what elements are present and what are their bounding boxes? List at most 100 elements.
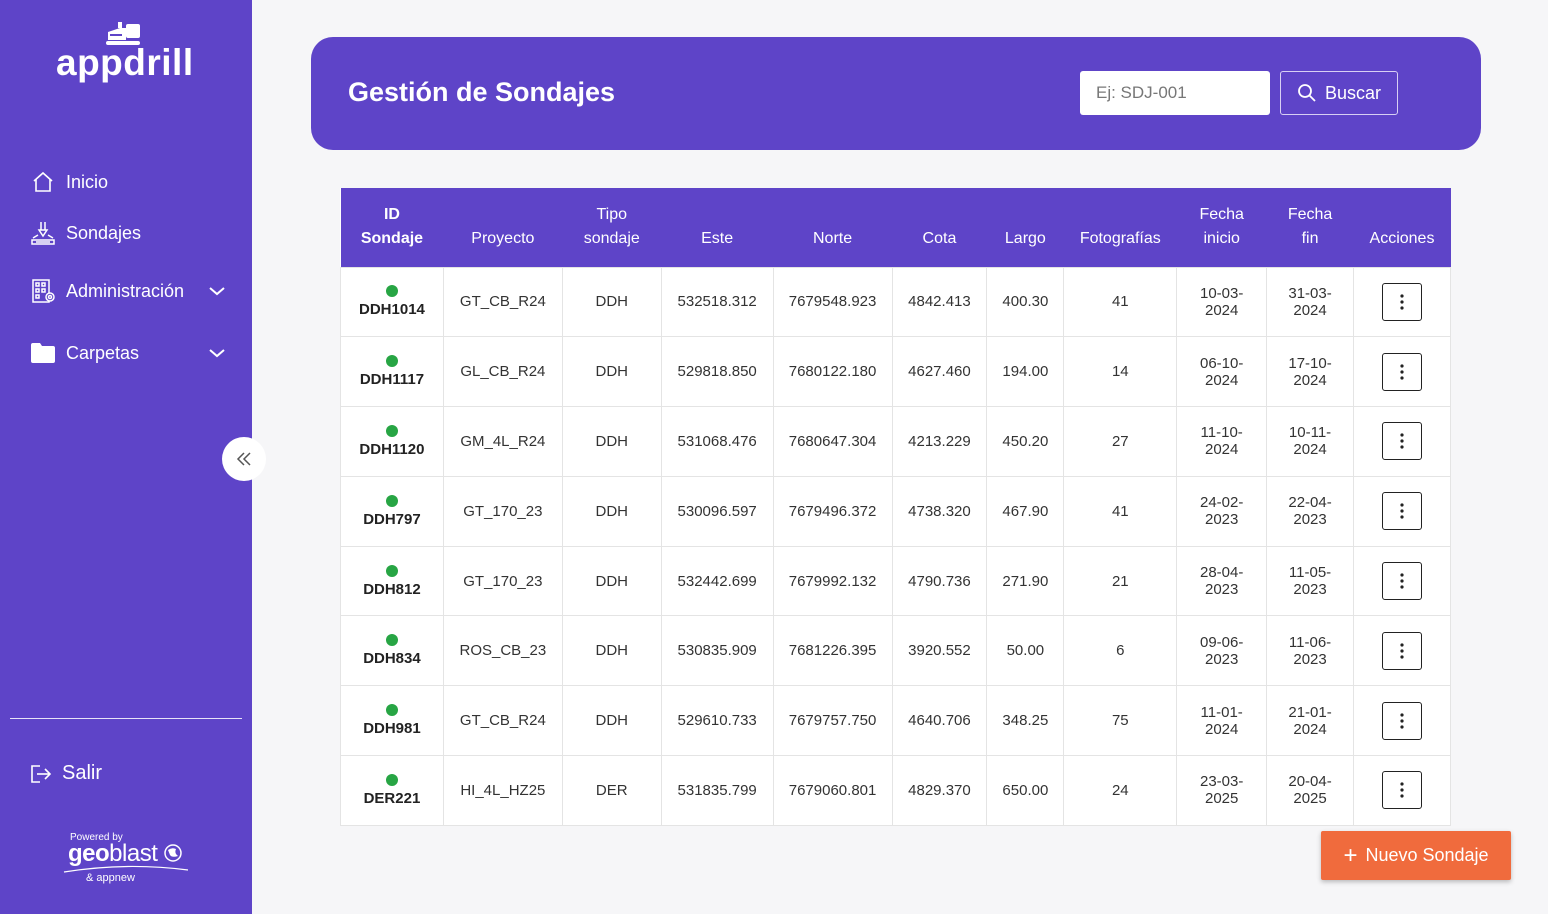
column-header-tipo: Tipo sondaje: [562, 188, 662, 267]
column-header-proyecto: Proyecto: [443, 188, 563, 267]
sidebar-item-label: Carpetas: [66, 342, 140, 363]
row-actions-button[interactable]: [1381, 701, 1422, 740]
sidebar-item-label: Administración: [66, 280, 185, 301]
cell-fecha-inicio: 28-04- 2023: [1176, 545, 1268, 617]
row-actions-button[interactable]: [1381, 352, 1422, 391]
cell-fecha-inicio: 06-10- 2024: [1176, 336, 1268, 408]
table-row[interactable]: DDH1117 GL_CB_R24 DDH 529818.850 7680122.180…: [340, 336, 1452, 408]
cell-fecha-inicio: 24-02- 2023: [1176, 475, 1268, 547]
cell-largo: 400.30: [986, 266, 1065, 338]
powered-by-text: Powered by: [70, 832, 123, 843]
cell-fecha-fin: 31-03- 2024: [1266, 266, 1354, 338]
collapse-sidebar-button[interactable]: [222, 437, 266, 481]
table-header-row: ID Sondaje Proyecto Tipo sondaje Este Nort…: [340, 188, 1451, 267]
cell-fecha-fin: 20-04- 2025: [1266, 755, 1354, 826]
table-row[interactable]: DDH981 GT_CB_R24 DDH 529610.733 7679757.750 4…: [340, 685, 1452, 757]
cell-largo: 467.90: [986, 475, 1065, 547]
status-dot: [385, 494, 398, 507]
row-actions-button[interactable]: [1381, 771, 1422, 810]
cell-tipo: DDH: [561, 545, 662, 617]
logout-button[interactable]: Salir: [30, 762, 102, 785]
column-header-este: Este: [661, 188, 774, 267]
more-vertical-icon: [1400, 782, 1404, 799]
search-button[interactable]: Buscar: [1280, 71, 1398, 115]
more-vertical-icon: [1400, 433, 1404, 450]
cell-acciones: [1352, 685, 1452, 757]
cell-proyecto: HI_4L_HZ25: [442, 755, 563, 826]
cell-proyecto: GL_CB_R24: [442, 336, 563, 408]
table-row[interactable]: DDH812 GT_170_23 DDH 532442.699 7679992.132 4…: [340, 545, 1452, 617]
more-vertical-icon: [1400, 713, 1404, 729]
cell-fotografias: 24: [1063, 755, 1178, 826]
cell-fotografias: 14: [1063, 336, 1178, 408]
cell-largo: 194.00: [986, 336, 1065, 408]
cell-proyecto: GT_CB_R24: [442, 685, 563, 757]
sidebar-divider: [10, 718, 242, 719]
cell-proyecto: ROS_CB_23: [442, 615, 563, 687]
cell-tipo: DER: [561, 755, 662, 826]
cell-largo: 650.00: [986, 755, 1065, 826]
sidebar-item-administracion[interactable]: Administración: [30, 278, 226, 304]
new-sondaje-label: Nuevo Sondaje: [1365, 845, 1489, 865]
row-actions-button[interactable]: [1381, 631, 1422, 670]
cell-id: DDH834: [340, 615, 444, 687]
column-header-fecha-inicio: Fecha inicio: [1176, 188, 1267, 267]
more-vertical-icon: [1400, 503, 1404, 519]
cell-id: DDH981: [340, 685, 444, 757]
chevron-down-icon[interactable]: [208, 285, 226, 297]
cell-este: 530096.597: [660, 475, 774, 547]
cell-tipo: DDH: [561, 266, 662, 338]
sidebar: appdrill Inicio Sondajes Administración …: [0, 0, 252, 914]
more-vertical-icon: [1400, 573, 1404, 589]
row-actions-button[interactable]: [1381, 492, 1422, 531]
cell-cota: 4738.320: [891, 475, 988, 547]
cell-este: 530835.909: [660, 615, 774, 687]
cell-largo: 50.00: [986, 615, 1065, 687]
cell-norte: 7679548.923: [772, 266, 893, 338]
cell-largo: 348.25: [986, 685, 1065, 757]
cell-cota: 3920.552: [891, 615, 988, 687]
sidebar-item-inicio[interactable]: Inicio: [30, 169, 226, 195]
cell-acciones: [1352, 336, 1452, 408]
row-actions-button[interactable]: [1381, 422, 1422, 461]
new-sondaje-button[interactable]: + Nuevo Sondaje: [1321, 831, 1511, 880]
row-actions-button[interactable]: [1381, 562, 1422, 601]
app-logo[interactable]: appdrill: [52, 22, 202, 92]
status-dot: [385, 285, 398, 298]
cell-este: 531068.476: [660, 406, 774, 477]
cell-id: DDH1120: [340, 406, 444, 477]
table-row[interactable]: DDH834 ROS_CB_23 DDH 530835.909 7681226.395 3…: [340, 615, 1452, 687]
swoosh-icon: [63, 865, 189, 873]
more-vertical-icon: [1400, 364, 1404, 380]
status-dot: [385, 773, 398, 786]
cell-fecha-inicio: 11-01- 2024: [1176, 685, 1268, 757]
chevron-down-icon[interactable]: [208, 347, 226, 359]
table-row[interactable]: DDH797 GT_170_23 DDH 530096.597 7679496.372 4…: [340, 475, 1452, 547]
cell-cota: 4842.413: [891, 266, 988, 338]
column-header-fecha-fin: Fecha fin: [1266, 188, 1354, 267]
search-icon: [1297, 83, 1317, 103]
cell-cota: 4829.370: [891, 755, 988, 826]
page-header: Gestión de Sondajes Buscar: [311, 37, 1481, 150]
table-row[interactable]: DDH1014 GT_CB_R24 DDH 532518.312 7679548.923…: [340, 266, 1452, 338]
cell-fecha-inicio: 09-06- 2023: [1176, 615, 1268, 687]
cell-cota: 4790.736: [891, 545, 988, 617]
cell-tipo: DDH: [561, 615, 662, 687]
table-row[interactable]: DDH1120 GM_4L_R24 DDH 531068.476 7680647.304…: [340, 406, 1452, 477]
powered-by-logo: Powered by geoblast & appnew: [62, 830, 192, 890]
sidebar-item-label: Inicio: [66, 171, 109, 192]
cell-norte: 7679060.801: [772, 755, 893, 826]
cell-fotografias: 27: [1063, 406, 1178, 477]
search-button-label: Buscar: [1324, 82, 1382, 103]
cell-fecha-fin: 17-10- 2024: [1266, 336, 1354, 408]
table-row[interactable]: DER221 HI_4L_HZ25 DER 531835.799 7679060.801…: [340, 755, 1452, 826]
cell-tipo: DDH: [561, 685, 662, 757]
cell-tipo: DDH: [561, 406, 662, 477]
search-input[interactable]: [1080, 71, 1270, 115]
row-actions-button[interactable]: [1381, 282, 1422, 321]
home-icon: [30, 169, 56, 195]
sidebar-item-sondajes[interactable]: Sondajes: [30, 220, 226, 246]
status-dot: [385, 355, 398, 368]
sidebar-item-carpetas[interactable]: Carpetas: [30, 340, 226, 366]
folder-icon: [30, 340, 56, 366]
